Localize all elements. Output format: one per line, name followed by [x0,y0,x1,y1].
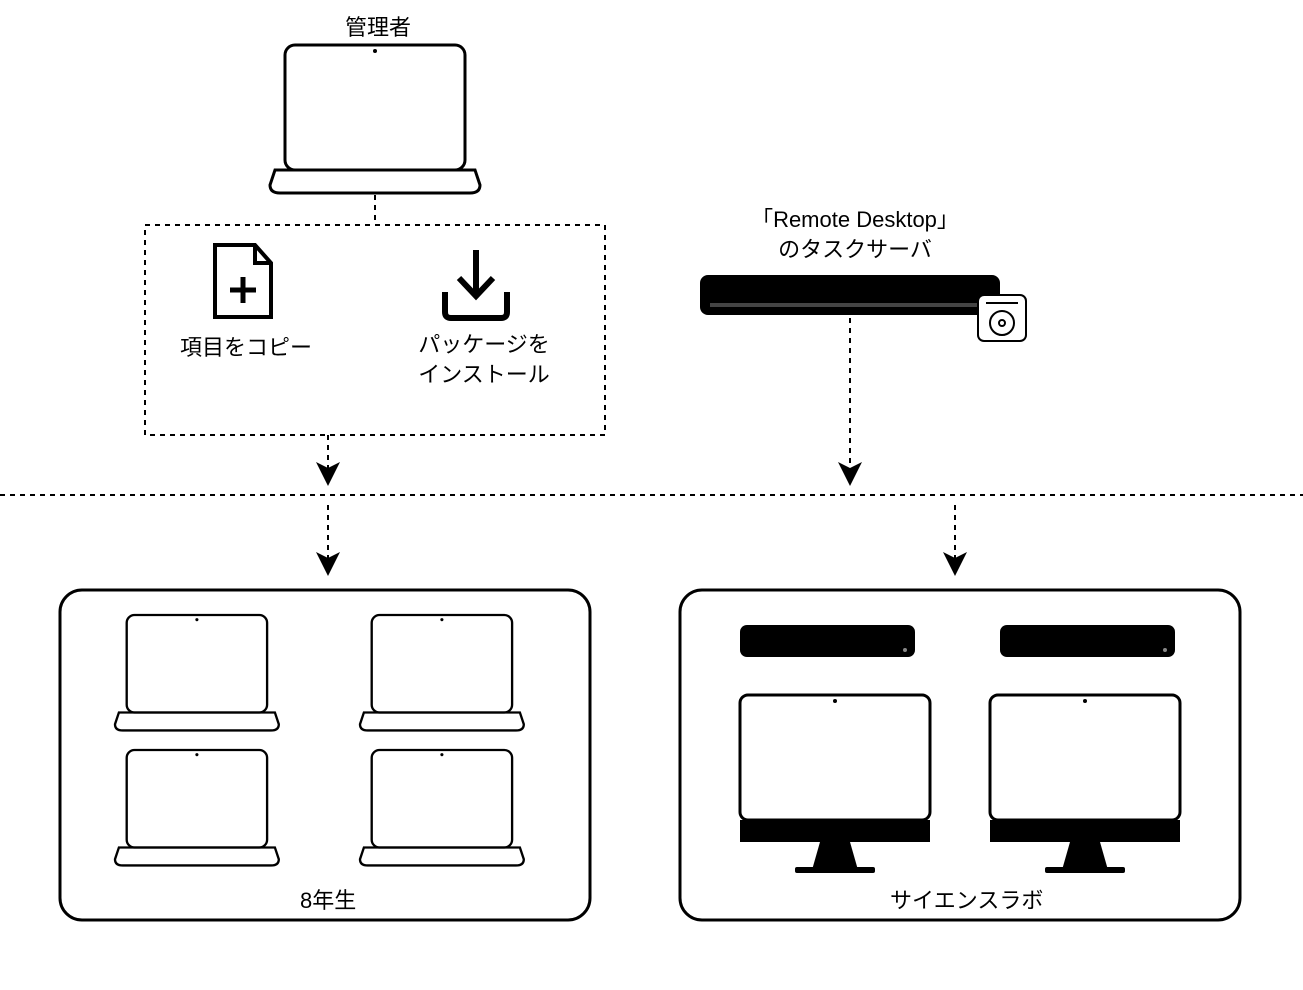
laptop-icon [115,615,279,730]
install-packages-label: パッケージを インストール [414,330,554,389]
laptop-icon [115,750,279,865]
imac-icon [990,695,1180,873]
server-icon [700,275,1026,341]
imac-icon [740,695,930,873]
task-server-line1: 「Remote Desktop」 [751,207,959,232]
laptop-icon [270,45,480,193]
mac-mini-icon [1000,625,1175,657]
install-packages-line2: インストール [418,362,550,387]
laptop-icon [360,750,524,865]
task-server-label: 「Remote Desktop」 のタスクサーバ [740,205,970,264]
download-icon [445,250,507,318]
admin-label: 管理者 [345,10,411,42]
copy-items-label: 項目をコピー [180,330,312,362]
group-8th-grade-label: 8年生 [300,883,356,915]
laptop-icon [360,615,524,730]
install-packages-line1: パッケージを [418,332,550,357]
mac-mini-icon [740,625,915,657]
diagram-canvas [0,0,1303,990]
document-plus-icon [215,245,271,317]
group-science-lab-label: サイエンスラボ [890,883,1043,915]
task-server-line2: のタスクサーバ [778,237,932,262]
